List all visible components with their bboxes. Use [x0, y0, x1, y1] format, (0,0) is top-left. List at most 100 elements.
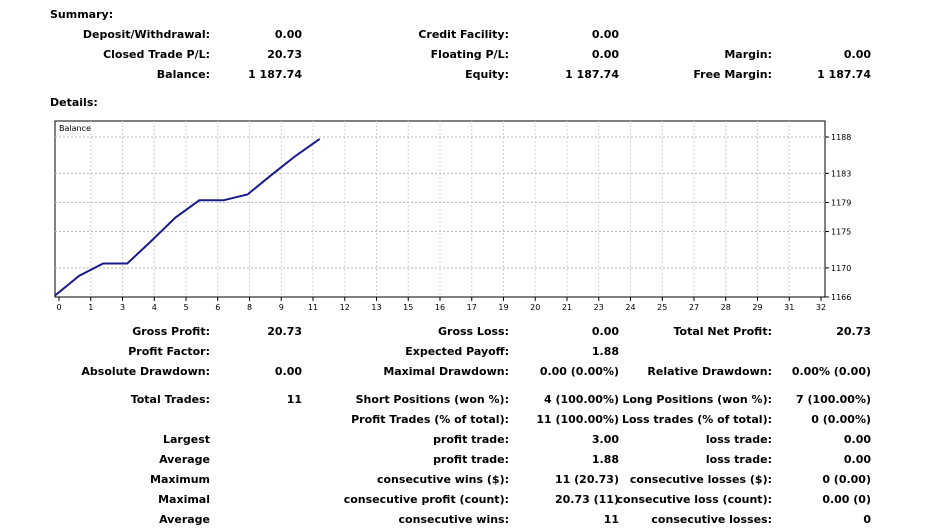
- x-tick-label: 11: [308, 303, 318, 312]
- relative-drawdown-value: 0.00% (0.00): [791, 365, 871, 378]
- short-positions-label: Short Positions (won %):: [355, 393, 509, 406]
- equity-label: Equity:: [465, 68, 509, 81]
- maximal-label: Maximal: [158, 493, 210, 506]
- x-tick-label: 23: [594, 303, 604, 312]
- floating-pl-label: Floating P/L:: [430, 48, 509, 61]
- profit-trades-value: 11 (100.00%): [536, 413, 619, 426]
- x-tick-label: 25: [657, 303, 667, 312]
- chart-y-axis: 1166 1170 1175 1179 1183 1188: [825, 133, 851, 302]
- average-profit-label: profit trade:: [433, 453, 509, 466]
- max-consec-wins-label: consecutive wins ($):: [376, 473, 509, 486]
- x-tick-label: 16: [435, 303, 445, 312]
- average2-label: Average: [159, 513, 210, 526]
- x-tick-label: 15: [403, 303, 413, 312]
- expected-payoff-value: 1.88: [591, 345, 619, 358]
- y-tick-label: 1166: [831, 293, 851, 302]
- maximal-consec-profit-label: consecutive profit (count):: [343, 493, 509, 506]
- x-tick-label: 20: [530, 303, 540, 312]
- x-tick-label: 29: [752, 303, 762, 312]
- absolute-drawdown-label: Absolute Drawdown:: [81, 365, 210, 378]
- max-consec-losses-value: 0 (0.00): [822, 473, 871, 486]
- total-trades-label: Total Trades:: [130, 393, 210, 406]
- absolute-drawdown-value: 0.00: [274, 365, 302, 378]
- balance-value: 1 187.74: [248, 68, 302, 81]
- free-margin-label: Free Margin:: [693, 68, 772, 81]
- average-profit-value: 1.88: [591, 453, 619, 466]
- x-tick-label: 28: [721, 303, 731, 312]
- y-tick-label: 1170: [831, 264, 851, 273]
- loss-trades-label: Loss trades (% of total):: [621, 413, 772, 426]
- credit-label: Credit Facility:: [418, 28, 509, 41]
- x-tick-label: 4: [152, 303, 157, 312]
- x-tick-label: 5: [183, 303, 188, 312]
- maximal-drawdown-value: 0.00 (0.00%): [539, 365, 619, 378]
- closed-pl-label: Closed Trade P/L:: [103, 48, 210, 61]
- x-tick-label: 19: [498, 303, 508, 312]
- x-tick-label: 24: [625, 303, 635, 312]
- deposit-value: 0.00: [274, 28, 302, 41]
- x-tick-label: 9: [279, 303, 284, 312]
- y-tick-label: 1188: [831, 133, 851, 142]
- chart-x-axis: 0 1 3 4 5 6 8 9 11 12 13 15 16 17 19 20 21 23 24 25 27 28 29 31…: [56, 297, 826, 312]
- closed-pl-value: 20.73: [267, 48, 302, 61]
- x-tick-label: 27: [689, 303, 699, 312]
- average-loss-label: loss trade:: [705, 453, 772, 466]
- largest-profit-value: 3.00: [591, 433, 619, 446]
- expected-payoff-label: Expected Payoff:: [405, 345, 509, 358]
- chart-grid-vertical: [90, 121, 790, 297]
- x-tick-label: 12: [340, 303, 350, 312]
- x-tick-label: 31: [784, 303, 794, 312]
- x-tick-label: 6: [215, 303, 220, 312]
- summary-title: Summary:: [50, 8, 114, 21]
- average-label: Average: [159, 453, 210, 466]
- maximum-label: Maximum: [150, 473, 210, 486]
- average-loss-value: 0.00: [843, 453, 871, 466]
- deposit-label: Deposit/Withdrawal:: [82, 28, 210, 41]
- total-net-profit-value: 20.73: [836, 325, 871, 338]
- y-tick-label: 1183: [831, 169, 851, 178]
- gross-loss-label: Gross Loss:: [438, 325, 509, 338]
- x-tick-label: 21: [562, 303, 572, 312]
- maximal-drawdown-label: Maximal Drawdown:: [383, 365, 509, 378]
- free-margin-value: 1 187.74: [817, 68, 871, 81]
- x-tick-label: 0: [56, 303, 61, 312]
- margin-value: 0.00: [843, 48, 871, 61]
- x-tick-label: 8: [247, 303, 252, 312]
- gross-profit-value: 20.73: [267, 325, 302, 338]
- equity-value: 1 187.74: [565, 68, 619, 81]
- y-tick-label: 1175: [831, 228, 851, 237]
- largest-loss-label: loss trade:: [705, 433, 772, 446]
- total-trades-value: 11: [286, 393, 302, 406]
- avg-consec-losses-value: 0: [863, 513, 871, 526]
- max-consec-wins-value: 11 (20.73): [555, 473, 619, 486]
- details-title: Details:: [50, 96, 98, 109]
- max-consec-losses-label: consecutive losses ($):: [629, 473, 772, 486]
- balance-label: Balance:: [156, 68, 210, 81]
- long-positions-value: 7 (100.00%): [795, 393, 871, 406]
- gross-profit-label: Gross Profit:: [132, 325, 210, 338]
- maximal-consec-profit-value: 20.73 (11): [555, 493, 619, 506]
- total-net-profit-label: Total Net Profit:: [673, 325, 773, 338]
- avg-consec-wins-label: consecutive wins:: [398, 513, 509, 526]
- short-positions-value: 4 (100.00%): [543, 393, 619, 406]
- x-tick-label: 13: [371, 303, 381, 312]
- relative-drawdown-label: Relative Drawdown:: [647, 365, 772, 378]
- x-tick-label: 32: [816, 303, 826, 312]
- margin-label: Margin:: [724, 48, 772, 61]
- largest-loss-value: 0.00: [843, 433, 871, 446]
- profit-trades-label: Profit Trades (% of total):: [351, 413, 509, 426]
- x-tick-label: 1: [88, 303, 93, 312]
- credit-value: 0.00: [591, 28, 619, 41]
- x-tick-label: 3: [120, 303, 125, 312]
- largest-profit-label: profit trade:: [433, 433, 509, 446]
- profit-factor-label: Profit Factor:: [128, 345, 210, 358]
- largest-label: Largest: [163, 433, 210, 446]
- loss-trades-value: 0 (0.00%): [811, 413, 871, 426]
- chart-title: Balance: [59, 124, 91, 133]
- maximal-consec-loss-value: 0.00 (0): [822, 493, 871, 506]
- maximal-consec-loss-label: consecutive loss (count):: [616, 493, 772, 506]
- avg-consec-wins-value: 11: [603, 513, 619, 526]
- balance-series-line: [54, 138, 321, 297]
- x-tick-label: 17: [467, 303, 477, 312]
